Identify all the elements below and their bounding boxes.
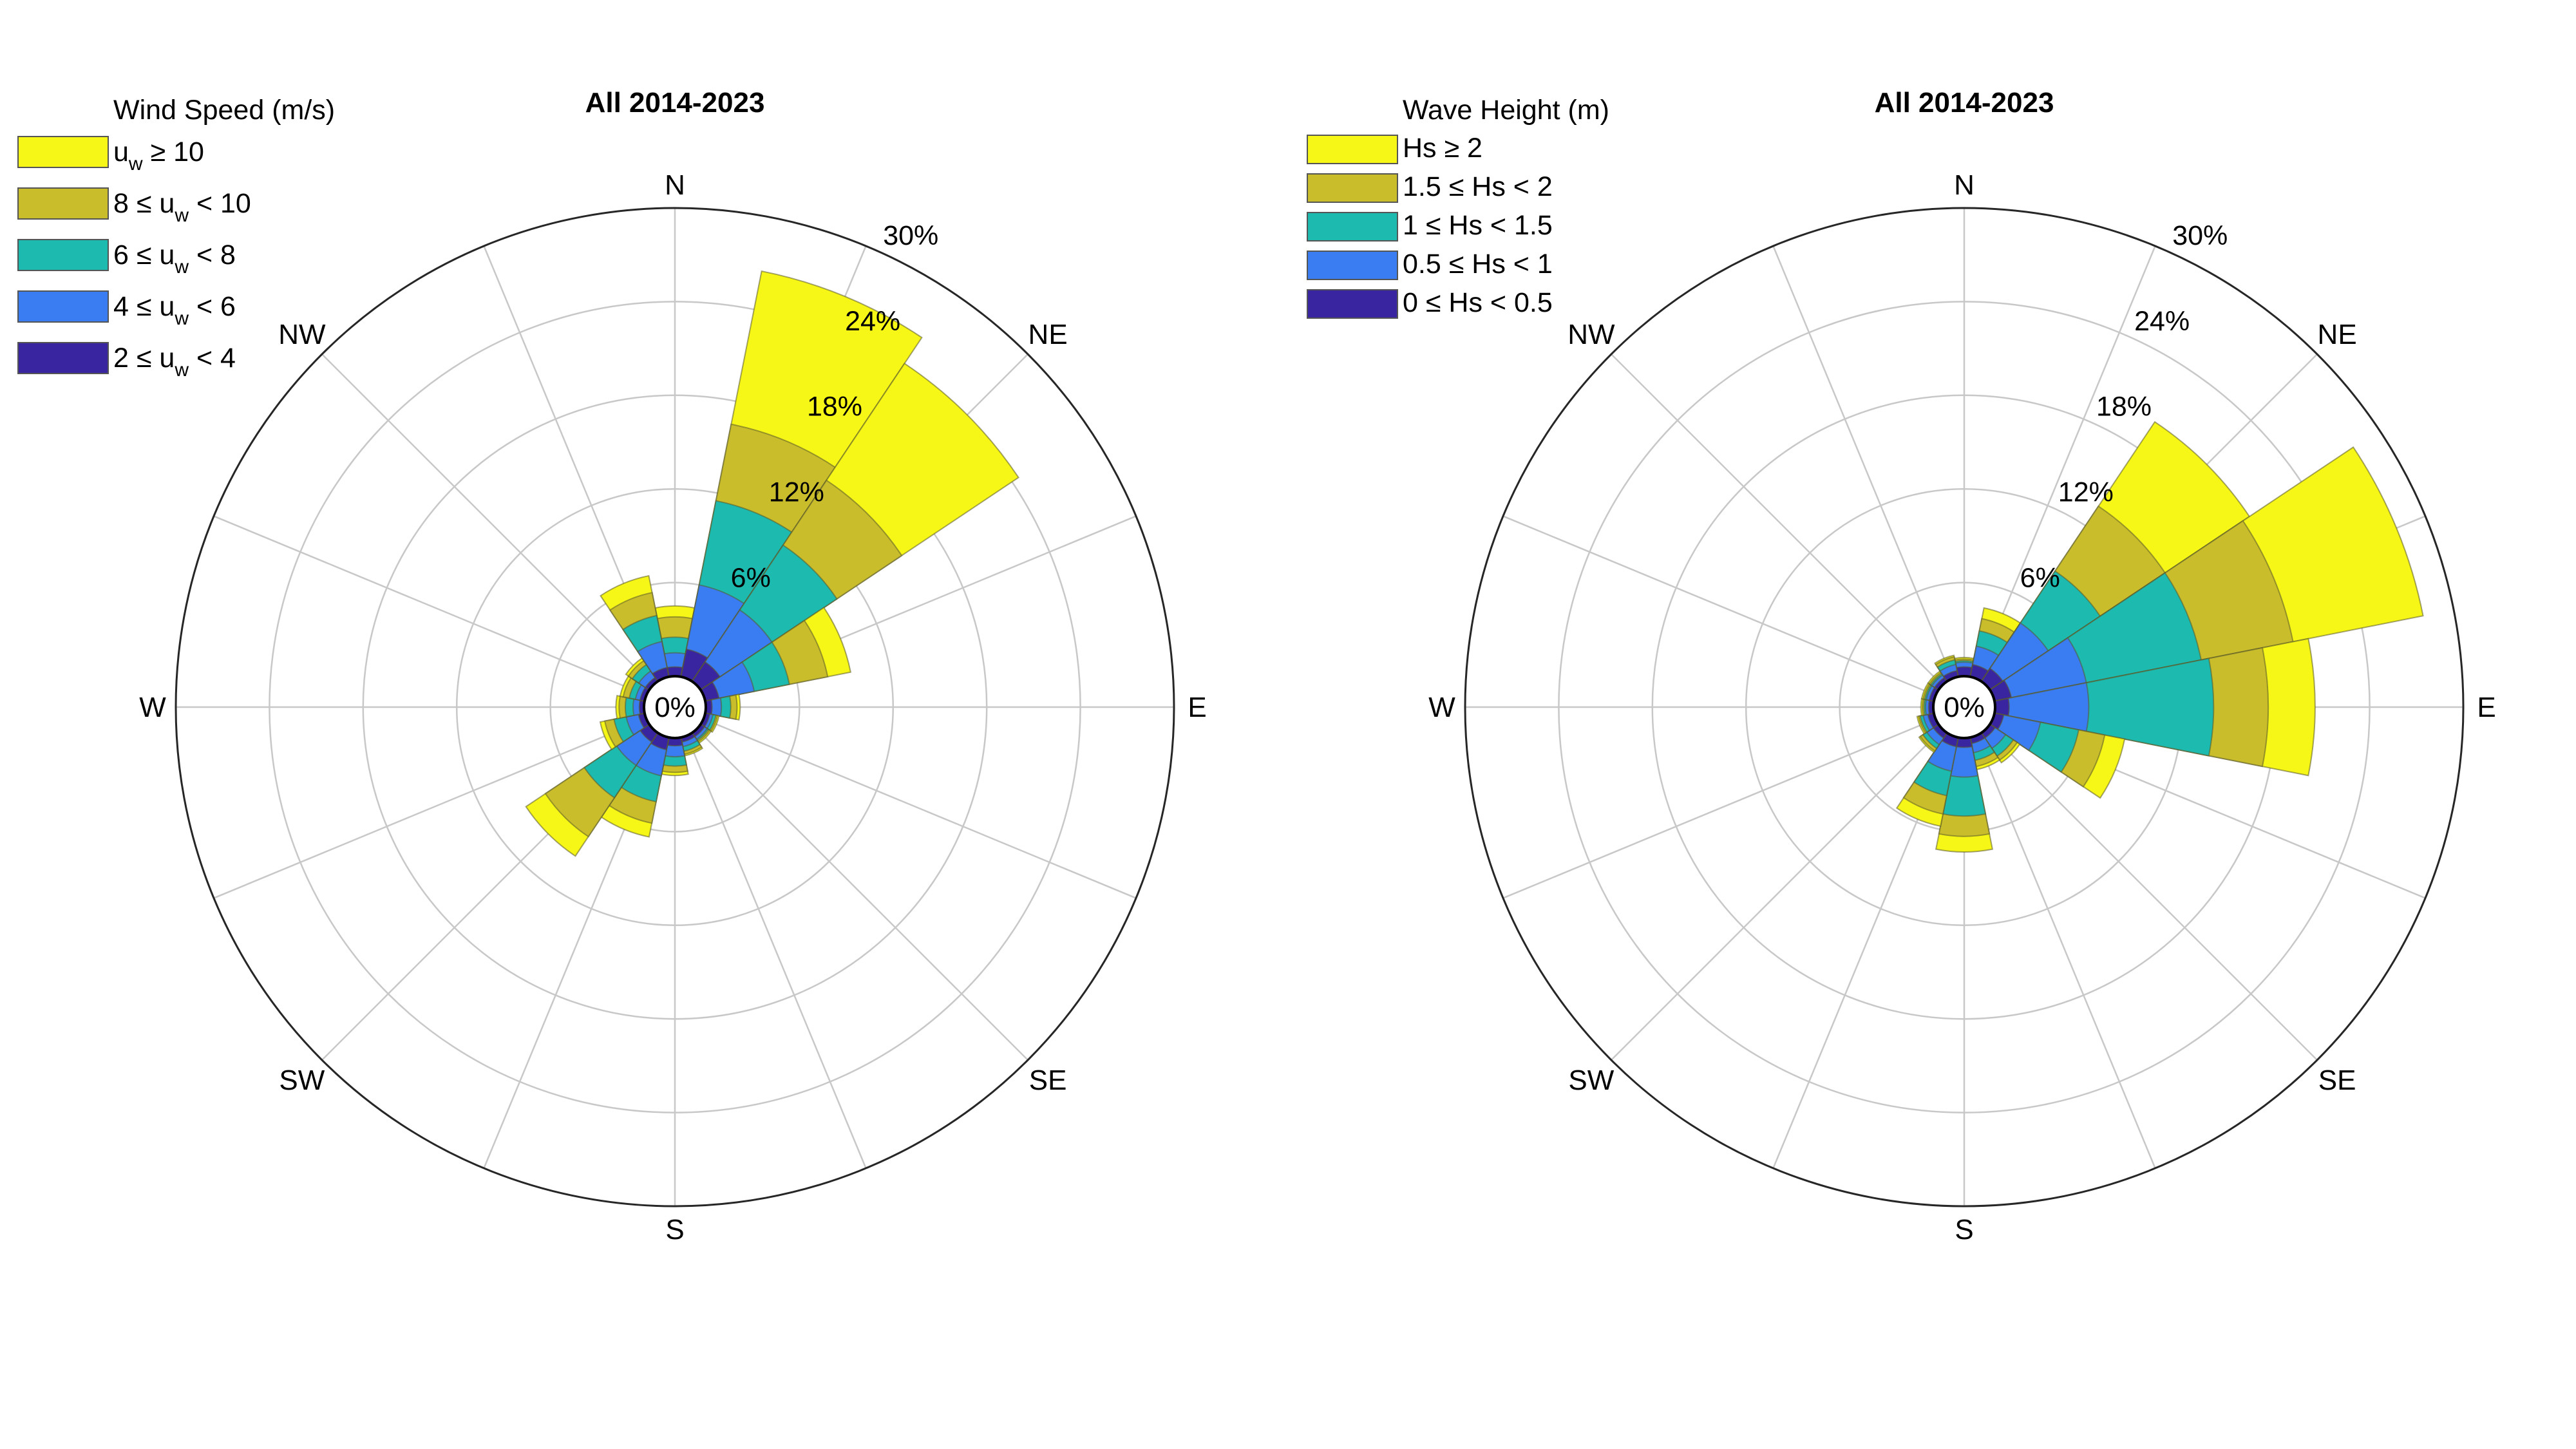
direction-label: SE [1029,1065,1067,1096]
grid-circle [455,488,895,927]
legend-label: 0 ≤ Hs < 0.5 [1403,287,1553,318]
direction-label: N [1954,169,1975,201]
grid-spoke [1975,735,2156,1169]
radial-tick-label: 18% [2096,392,2152,422]
radial-tick-label: 6% [731,562,771,593]
direction-label: S [665,1214,684,1245]
grid-spoke [213,718,647,899]
legend-swatch [17,239,109,271]
legend-label: 2 ≤ uw < 4 [113,343,236,381]
legend-label: 0.5 ≤ Hs < 1 [1403,249,1553,279]
direction-label: E [2477,692,2496,723]
center-label: 0% [654,692,696,723]
grid-spoke [1611,354,1943,686]
legend-swatch [17,290,109,323]
grid-circle [269,301,1081,1113]
legend-label: 1 ≤ Hs < 1.5 [1403,210,1553,241]
grid-spoke [321,354,654,686]
legend-swatch [1307,135,1398,164]
legend-label: uw ≥ 10 [113,137,204,175]
direction-label: W [139,692,166,723]
legend-swatch [17,187,109,220]
radial-tick-label: 18% [807,392,862,422]
grid-spoke [1985,728,2318,1061]
direction-label: NW [1567,319,1615,350]
legend-label: 6 ≤ uw < 8 [113,240,236,278]
radial-tick-label: 12% [769,477,824,507]
grid-spoke [213,515,647,696]
center-disk [1932,675,1996,739]
legend-swatch [1307,173,1398,203]
legend-label: 1.5 ≤ Hs < 2 [1403,171,1553,202]
grid-circle [1558,301,2371,1113]
legend-label: Hs ≥ 2 [1403,133,1482,164]
grid-spoke [703,718,1137,899]
outer-ring [1464,207,2465,1208]
legend-swatch [1307,212,1398,242]
legend: Wave Height (m) Hs ≥ 2 1.5 ≤ Hs < 2 1 ≤ Hs … [1307,95,1609,319]
direction-label: S [1955,1214,1973,1245]
direction-label: SW [1568,1065,1614,1096]
chart-title: All 2014-2023 [585,87,765,118]
grid-spoke [1502,718,1937,899]
direction-label: SW [279,1065,325,1096]
legend-title: Wave Height (m) [1403,95,1609,126]
legend-label: 4 ≤ uw < 6 [113,291,236,329]
grid-circle [549,582,800,833]
legend-label: 8 ≤ uw < 10 [113,188,251,226]
direction-label: E [1188,692,1206,723]
legend-swatch [1307,251,1398,280]
wind-speed-rose: 0% 6% 12% 18% 24% 30% N NE E SE S SW W NW All 2014-202… [17,87,1207,1245]
outer-ring [175,207,1175,1208]
grid-spoke [1975,245,2156,679]
legend-swatch [1307,289,1398,319]
radial-tick-label: 30% [883,220,938,251]
grid-spoke [1772,245,1953,679]
grid-spoke [696,728,1028,1061]
radial-tick-label: 24% [845,306,900,337]
radial-tick-label: 30% [2172,220,2228,251]
center-disk [643,675,707,739]
petals [525,270,1019,857]
center-label: 0% [1944,692,1985,723]
polar-grid [1465,208,2463,1206]
grid-spoke [1502,515,1937,696]
radial-tick-label: 6% [2020,562,2060,593]
legend: Wind Speed (m/s) uw ≥ 10 8 ≤ uw < 10 6 ≤ uw… [17,95,335,381]
legend-swatch [17,342,109,374]
direction-label: NE [2318,319,2357,350]
direction-label: W [1428,692,1455,723]
direction-label: NE [1028,319,1068,350]
grid-spoke [1611,728,1943,1061]
radial-tick-label: 12% [2058,477,2114,507]
grid-spoke [686,735,867,1169]
direction-label: SE [2318,1065,2356,1096]
chart-title: All 2014-2023 [1875,87,2054,118]
wave-height-rose: 0% 6% 12% 18% 24% 30% N NE E SE S SW W NW All 2014-202… [1307,87,2496,1245]
petals [1895,421,2424,853]
legend-swatch [17,136,109,168]
direction-label: NW [278,319,326,350]
legend-title: Wind Speed (m/s) [113,95,335,126]
radial-tick-label: 24% [2134,306,2190,337]
direction-label: N [665,169,685,201]
grid-circle [362,394,988,1020]
